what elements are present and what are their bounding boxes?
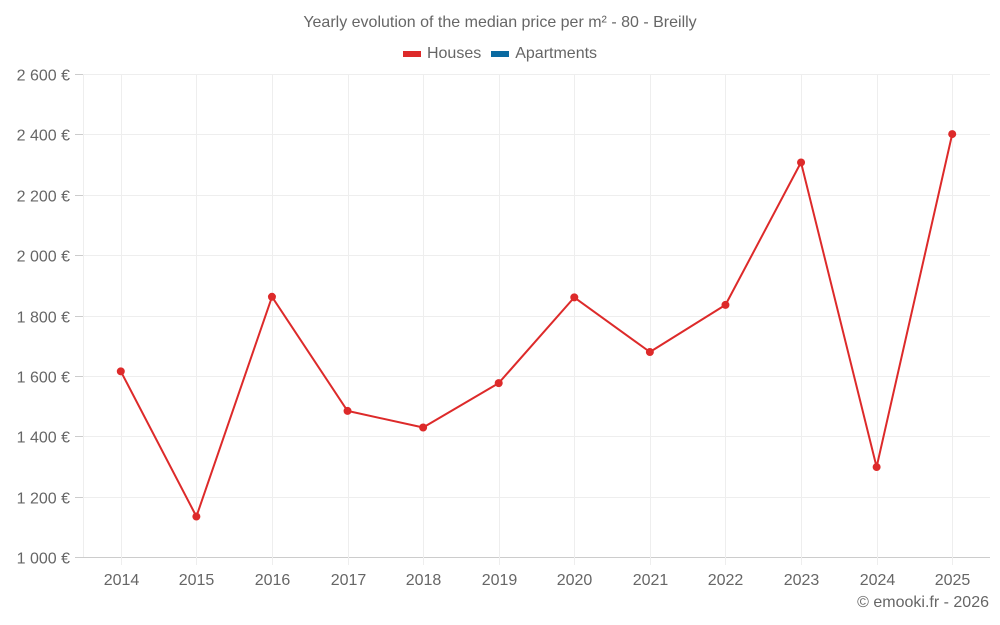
y-tick-label: 2 600 € (17, 68, 70, 85)
data-point[interactable] (116, 367, 125, 376)
y-tick-label: 1 200 € (17, 491, 70, 508)
chart-legend: Houses Apartments (0, 45, 1000, 63)
data-point[interactable] (570, 293, 579, 302)
y-tick-label: 2 400 € (17, 128, 70, 145)
legend-label-apartments: Apartments (515, 45, 598, 62)
y-axis: 1 000 € 1 200 € 1 400 € 1 600 € 1 800 € 2 000… (17, 68, 70, 568)
y-tick-label: 2 000 € (17, 249, 70, 266)
legend-swatch-houses (402, 51, 421, 57)
x-tick-label: 2025 (935, 572, 971, 589)
data-point[interactable] (343, 406, 352, 415)
data-point[interactable] (494, 379, 503, 388)
data-point[interactable] (267, 292, 276, 301)
y-tick-label: 1 400 € (17, 430, 70, 447)
x-tick-label: 2015 (179, 572, 215, 589)
x-tick-label: 2014 (104, 572, 140, 589)
y-tick-label: 1 800 € (17, 310, 70, 327)
y-tick-label: 1 000 € (17, 551, 70, 568)
x-tick-label: 2017 (331, 572, 367, 589)
x-tick-label: 2022 (708, 572, 744, 589)
y-tick-label: 2 200 € (17, 189, 70, 206)
x-tick-label: 2024 (860, 572, 896, 589)
grid-lines (75, 74, 990, 565)
data-point[interactable] (872, 463, 881, 472)
legend-swatch-apartments (491, 51, 510, 57)
x-axis: 2014 2015 2016 2017 2018 2019 2020 2021 2022 2023… (104, 572, 971, 589)
chart-title: Yearly evolution of the median price per… (303, 14, 697, 31)
data-point[interactable] (721, 300, 730, 309)
x-tick-label: 2020 (557, 572, 593, 589)
legend-item-apartments[interactable]: Apartments (491, 45, 597, 63)
data-point[interactable] (192, 512, 201, 521)
data-point[interactable] (948, 130, 957, 139)
data-point[interactable] (797, 158, 806, 167)
x-tick-label: 2018 (406, 572, 442, 589)
data-point[interactable] (645, 348, 654, 357)
x-tick-label: 2016 (255, 572, 291, 589)
y-tick-label: 1 600 € (17, 370, 70, 387)
legend-label-houses: Houses (426, 45, 482, 62)
x-tick-label: 2021 (633, 572, 669, 589)
data-point[interactable] (419, 423, 428, 432)
credit-text: © emooki.fr - 2026 (857, 594, 989, 611)
x-tick-label: 2023 (784, 572, 820, 589)
legend-item-houses[interactable]: Houses (402, 45, 482, 63)
x-tick-label: 2019 (482, 572, 518, 589)
series-houses (116, 130, 957, 521)
